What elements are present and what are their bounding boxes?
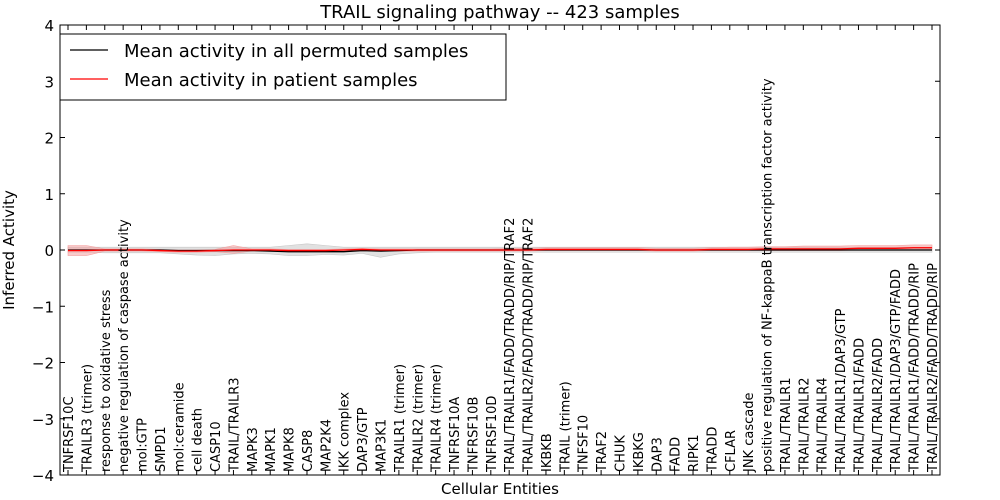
- x-tick-label: negative regulation of caspase activity: [117, 219, 132, 472]
- x-tick-label: TRAIL/TRAILR2: [797, 377, 812, 473]
- x-tick-label: positive regulation of NF-kappaB transcr…: [761, 78, 776, 472]
- x-tick-label: mol:ceramide: [172, 382, 187, 472]
- x-tick-label: TRAILR3 (trimer): [80, 364, 95, 473]
- legend-label-patient: Mean activity in patient samples: [124, 70, 418, 91]
- y-tick-label: −1: [32, 298, 54, 316]
- plot-frame: [59, 24, 941, 476]
- x-tick-label: TRAIL/TRAILR1/DAP3/GTP/FADD: [889, 269, 904, 473]
- x-tick-label: TRAILR1 (trimer): [393, 364, 408, 473]
- x-tick-label: IKK complex: [338, 392, 353, 472]
- x-tick-label: CFLAR: [724, 430, 739, 472]
- x-tick-label: TNFRSF10D: [485, 396, 500, 473]
- legend: Mean activity in all permuted samples Me…: [59, 33, 507, 101]
- x-tick-label: TRAIL/TRAILR4: [816, 377, 831, 473]
- x-tick-label: TRAIL/TRAILR1: [779, 377, 794, 473]
- x-tick-label: TNFRSF10A: [448, 397, 463, 473]
- x-tick-label: TRAIL/TRAILR1/FADD: [852, 338, 867, 473]
- y-tick-label: −2: [32, 355, 54, 373]
- patient-mean-line: [68, 247, 932, 252]
- x-axis-label: Cellular Entities: [441, 480, 559, 498]
- x-tick-label: JNK cascade: [742, 393, 757, 473]
- chart-title: TRAIL signaling pathway -- 423 samples: [319, 2, 680, 23]
- y-tick-label: 4: [44, 17, 54, 35]
- x-tick-label: CASP8: [301, 430, 316, 472]
- x-tick-label: CASP10: [209, 421, 224, 472]
- series-lines: [68, 247, 932, 253]
- x-tick-label: TRAIL/TRAILR1/FADD/TRADD/RIP: [908, 263, 923, 473]
- x-tick-label: TNFRSF10C: [62, 396, 77, 473]
- y-tick-label: 0: [44, 242, 54, 260]
- x-tick-label: TRAILR4 (trimer): [430, 364, 445, 473]
- y-tick-label: −3: [32, 411, 54, 429]
- x-tick-label: DAP3: [650, 437, 665, 472]
- x-tick-label: TRAIL/TRAILR1/DAP3/GTP: [834, 308, 849, 473]
- x-tick-label: TRAIL (trimer): [558, 381, 573, 473]
- y-axis-ticks: −4 −3 −2 −1 0 1 2 3 4: [32, 17, 940, 485]
- x-tick-label: TRAIL/TRAILR2/FADD/TRADD/RIP/TRAF2: [522, 218, 537, 473]
- x-tick-label: TRAIL/TRAILR2/FADD: [871, 338, 886, 473]
- x-tick-label: TRAIL/TRAILR1/FADD/TRADD/RIP/TRAF2: [503, 218, 518, 473]
- y-axis-label: Inferred Activity: [0, 190, 18, 310]
- x-tick-label: CHUK: [613, 435, 628, 472]
- x-tick-label: TNFSF10: [577, 415, 592, 473]
- x-tick-label: MAP3K1: [375, 419, 390, 472]
- x-tick-label: TRAF2: [595, 431, 610, 473]
- x-tick-label: TRADD: [705, 427, 720, 473]
- x-tick-label: IKBKG: [632, 432, 647, 472]
- x-axis-ticks: TNFRSF10C TRAILR3 (trimer) response to oxi…: [62, 25, 941, 475]
- x-tick-label: TRAILR2 (trimer): [411, 364, 426, 473]
- y-tick-label: 3: [44, 73, 54, 91]
- y-tick-label: 2: [44, 130, 54, 148]
- x-tick-label: MAPK8: [283, 427, 298, 472]
- x-tick-label: mol:GTP: [136, 418, 151, 472]
- legend-label-permuted: Mean activity in all permuted samples: [124, 41, 468, 62]
- x-tick-label: DAP3/GTP: [356, 407, 371, 472]
- x-tick-label: TNFRSF10B: [466, 397, 481, 473]
- x-tick-label: TRAIL/TRAILR2/FADD/TRADD/RIP: [926, 263, 941, 473]
- x-tick-label: IKBKB: [540, 433, 555, 472]
- x-tick-label: MAP2K4: [319, 419, 334, 472]
- x-tick-label: cell death: [191, 408, 206, 472]
- legend-box: [59, 33, 507, 101]
- y-tick-label: 1: [44, 186, 54, 204]
- x-tick-label: RIPK1: [687, 434, 702, 472]
- y-tick-label: −4: [32, 467, 54, 485]
- x-tick-label: MAPK3: [246, 427, 261, 472]
- x-tick-label: MAPK1: [264, 427, 279, 472]
- x-tick-label: TRAIL/TRAILR3: [227, 377, 242, 473]
- x-tick-label: FADD: [669, 437, 684, 472]
- x-tick-label: response to oxidative stress: [99, 289, 114, 472]
- x-tick-label: SMPD1: [154, 426, 169, 472]
